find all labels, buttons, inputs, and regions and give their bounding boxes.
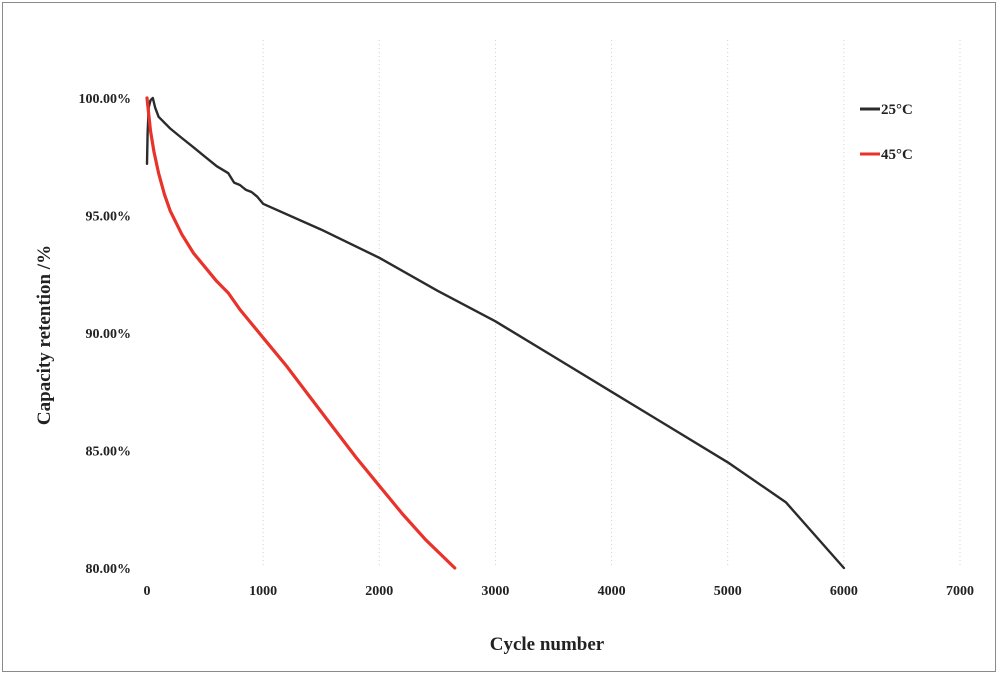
- y-tick-label: 100.00%: [79, 92, 132, 107]
- x-tick-label: 0: [144, 584, 151, 599]
- x-tick-label: 7000: [946, 584, 974, 599]
- x-tick-label: 2000: [365, 584, 393, 599]
- x-tick-labels: 0 1000 2000 3000 4000 5000 6000 7000: [144, 584, 975, 599]
- x-tick-label: 3000: [481, 584, 509, 599]
- legend: 25°C 45°C: [860, 102, 913, 163]
- series-lines: [145, 96, 846, 570]
- x-tick-label: 6000: [830, 584, 858, 599]
- x-tick-label: 1000: [249, 584, 277, 599]
- legend-label: 25°C: [881, 102, 913, 118]
- grid: [262, 40, 961, 568]
- series-line-2: [145, 96, 457, 570]
- y-tick-label: 90.00%: [86, 327, 132, 342]
- y-tick-label: 85.00%: [86, 445, 132, 460]
- x-tick-label: 4000: [598, 584, 626, 599]
- y-tick-labels: 80.00% 85.00% 90.00% 95.00% 100.00%: [79, 92, 132, 577]
- legend-label: 45°C: [881, 147, 913, 163]
- x-tick-label: 5000: [714, 584, 742, 599]
- y-axis-title: Capacity retention /%: [34, 245, 55, 425]
- x-axis-title: Cycle number: [490, 634, 605, 655]
- series-line-1: [145, 96, 846, 570]
- y-tick-label: 95.00%: [86, 210, 132, 225]
- y-tick-label: 80.00%: [86, 562, 132, 577]
